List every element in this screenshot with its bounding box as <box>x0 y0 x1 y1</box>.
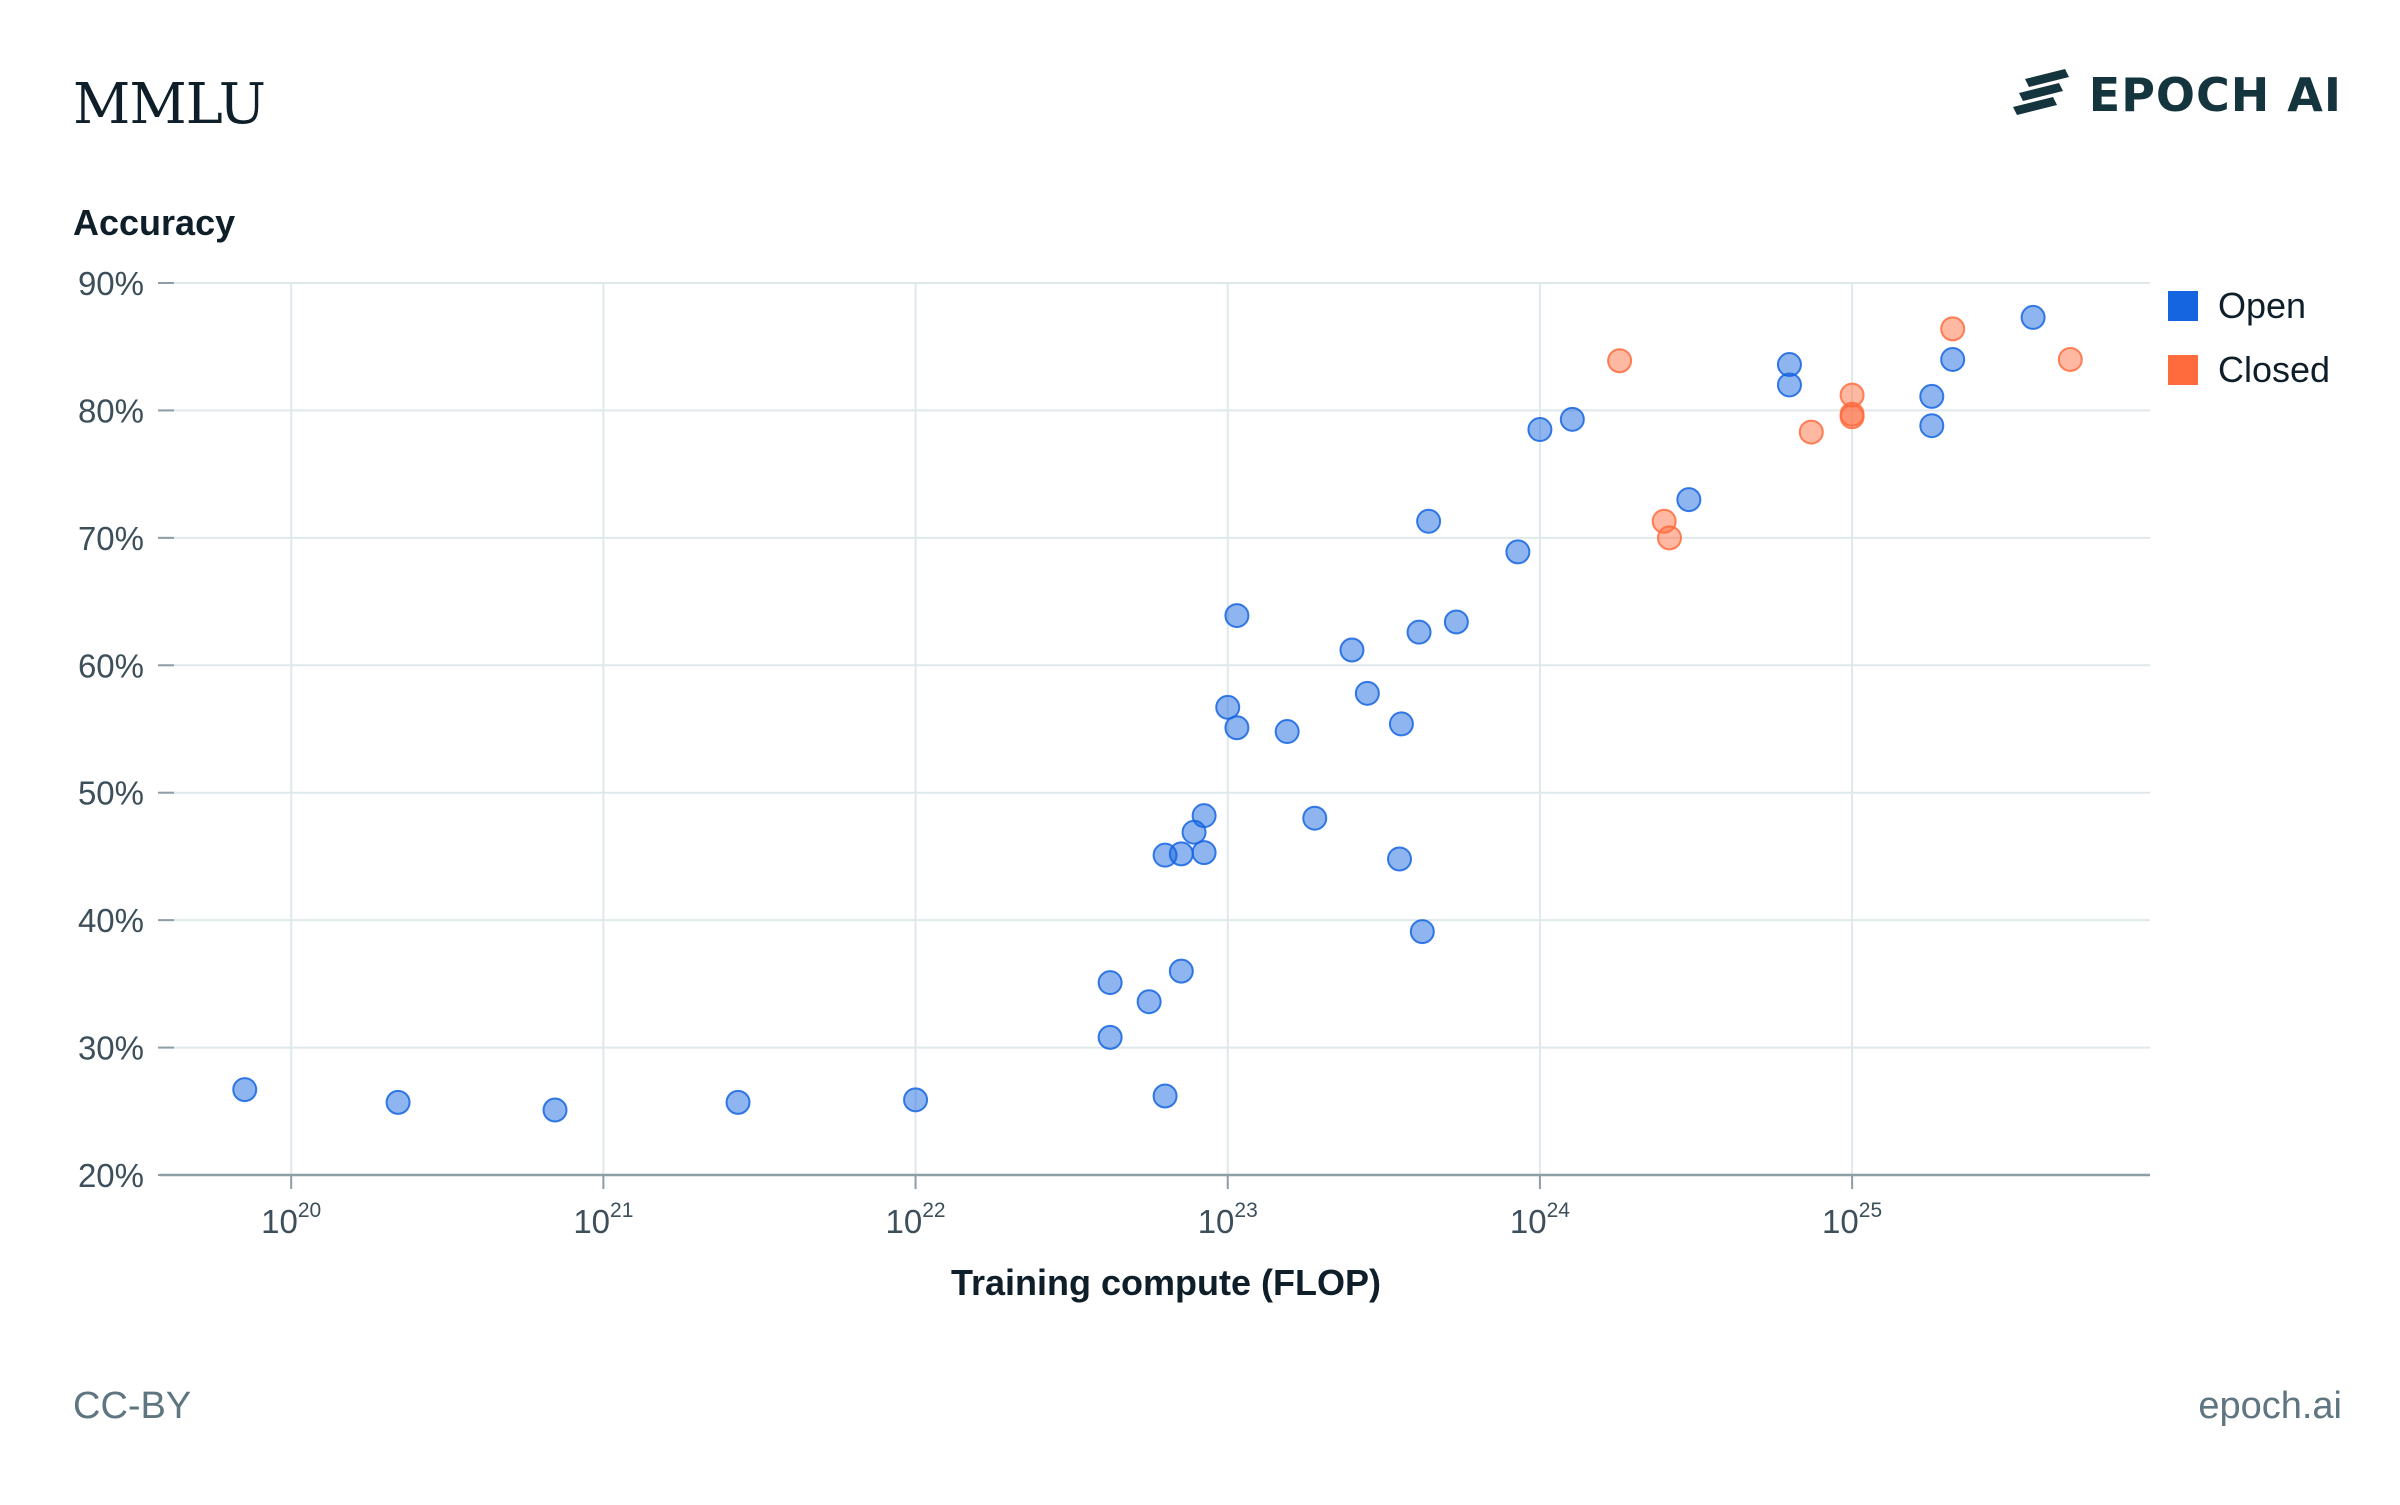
legend-label-open: Open <box>2218 285 2307 326</box>
open-data-point <box>1224 603 1250 629</box>
y-tick-labels: 20% 30% 40% 50% 60% 70% 80% 90% <box>78 265 144 1194</box>
x-axis-title: Training compute (FLOP) <box>951 1262 1381 1303</box>
open-data-point <box>1387 846 1413 872</box>
site-link[interactable]: epoch.ai <box>2198 1385 2342 1427</box>
legend-swatch-closed <box>2168 355 2198 385</box>
y-tick-label: 30% <box>78 1030 144 1067</box>
open-data-point <box>1097 1024 1123 1050</box>
x-tick-label: 1025 <box>1822 1199 1882 1240</box>
grid-lines <box>160 282 2150 1175</box>
y-tick-label: 80% <box>78 392 144 429</box>
open-data-point <box>1168 841 1194 867</box>
open-data-point <box>232 1077 258 1103</box>
closed-data-point <box>1839 404 1865 430</box>
x-tick-label: 1024 <box>1510 1199 1570 1240</box>
open-data-point <box>1168 958 1194 984</box>
open-data-point <box>903 1087 929 1113</box>
closed-data-point <box>1656 525 1682 551</box>
closed-data-point <box>2057 346 2083 372</box>
y-tick-label: 60% <box>78 647 144 684</box>
legend: Open Closed <box>2168 285 2331 415</box>
epoch-logo-icon <box>2012 69 2069 115</box>
open-data-point <box>1676 487 1702 513</box>
open-data-point <box>1776 372 1802 398</box>
open-data-point <box>1152 1083 1178 1109</box>
open-data-point <box>1274 719 1300 745</box>
data-points <box>232 304 2083 1123</box>
open-data-point <box>1191 803 1217 829</box>
brand-name: EPOCH AI <box>2088 68 2342 122</box>
legend-item-open[interactable]: Open <box>2168 285 2330 326</box>
closed-data-point <box>1839 382 1865 408</box>
open-data-point <box>1505 539 1531 565</box>
y-tick-label: 50% <box>78 775 144 812</box>
legend-label-closed: Closed <box>2218 349 2331 390</box>
legend-item-closed[interactable]: Closed <box>2168 349 2331 390</box>
chart-title: MMLU <box>73 72 266 137</box>
open-data-point <box>1416 508 1442 534</box>
open-data-point <box>1215 694 1241 720</box>
open-data-point <box>1191 840 1217 866</box>
legend-swatch-open <box>2168 291 2198 321</box>
x-tick-label: 1022 <box>886 1199 946 1240</box>
axes <box>158 282 2150 1189</box>
y-tick-label: 40% <box>78 902 144 939</box>
open-data-point <box>1406 619 1432 645</box>
open-data-point <box>1354 680 1380 706</box>
open-data-point <box>1776 352 1802 378</box>
open-data-point <box>1388 711 1414 737</box>
y-tick-label: 70% <box>78 520 144 557</box>
x-tick-label: 1020 <box>261 1199 321 1240</box>
open-data-point <box>1527 417 1553 443</box>
open-data-point <box>1443 609 1469 635</box>
brand-logo[interactable]: EPOCH AI <box>2012 68 2342 122</box>
open-data-point <box>1302 805 1328 831</box>
closed-data-point <box>1798 419 1824 445</box>
open-data-point <box>725 1089 751 1115</box>
open-data-point <box>1919 413 1945 439</box>
y-axis-title: Accuracy <box>73 202 236 243</box>
open-data-point <box>385 1089 411 1115</box>
open-data-point <box>1919 383 1945 409</box>
closed-data-point <box>1607 348 1633 374</box>
closed-data-point <box>1940 316 1966 342</box>
y-tick-label: 20% <box>78 1157 144 1194</box>
open-data-point <box>1559 406 1585 432</box>
open-data-point <box>1409 919 1435 945</box>
x-tick-labels: 1020 1021 1022 1023 1024 1025 <box>261 1199 1882 1240</box>
open-data-point <box>1339 637 1365 663</box>
open-data-point <box>1940 346 1966 372</box>
open-data-point <box>1224 715 1250 741</box>
open-data-point <box>1136 989 1162 1015</box>
open-data-point <box>1097 970 1123 996</box>
license-label: CC-BY <box>73 1385 192 1427</box>
x-tick-label: 1023 <box>1198 1199 1258 1240</box>
open-data-point <box>542 1097 568 1123</box>
x-tick-label: 1021 <box>573 1199 633 1240</box>
open-data-point <box>2020 304 2046 330</box>
y-tick-label: 90% <box>78 265 144 302</box>
